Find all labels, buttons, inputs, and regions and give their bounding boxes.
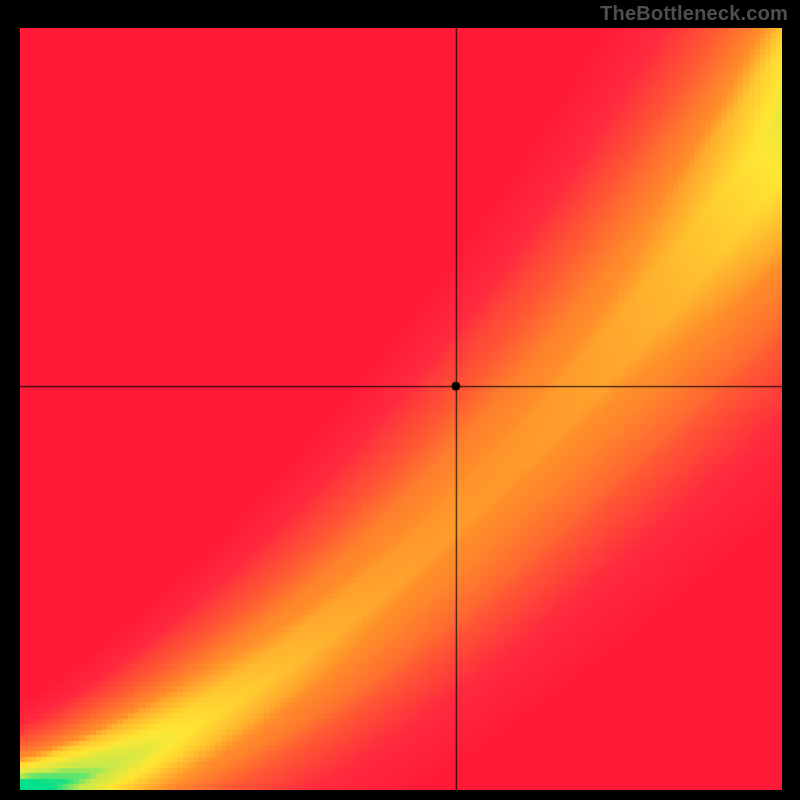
bottleneck-heatmap	[20, 28, 782, 790]
chart-container: TheBottleneck.com	[0, 0, 800, 800]
watermark-text: TheBottleneck.com	[600, 3, 788, 26]
